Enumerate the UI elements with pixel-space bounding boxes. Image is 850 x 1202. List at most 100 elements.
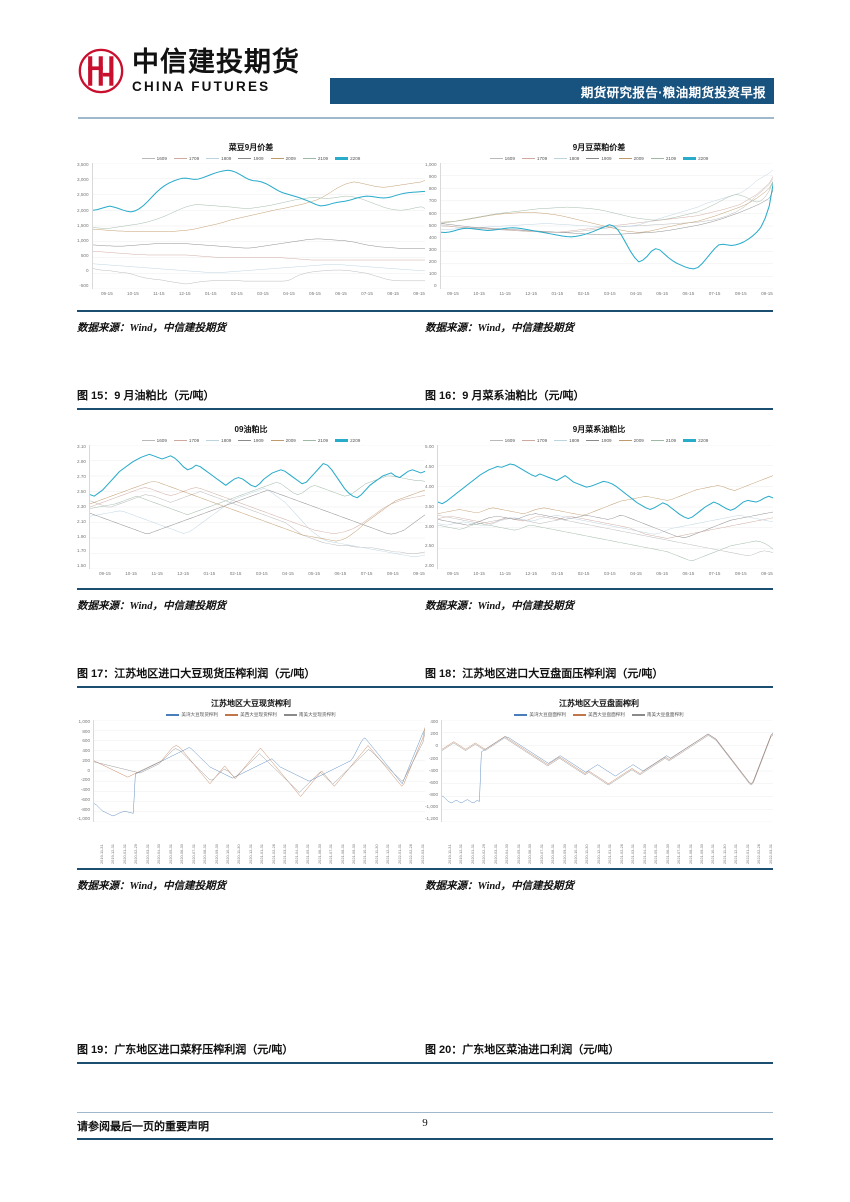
legend-item: 2109 xyxy=(650,156,677,161)
y-axis-tick: 3,500 xyxy=(77,162,89,167)
y-axis-tick: -800 xyxy=(80,806,91,812)
y-axis-tick: 1,000 xyxy=(77,237,89,243)
legend-item: 2009 xyxy=(618,156,644,161)
y-axis-tick: -200 xyxy=(80,777,91,783)
legend-label: 1909 xyxy=(253,156,264,161)
x-axis-tick: 07-15 xyxy=(361,291,373,296)
legend-label: 2109 xyxy=(665,156,677,161)
chart-legend: 1609 1709 1809 1909 2009 2109 2209 xyxy=(425,156,773,161)
x-axis-tick: 2020-02-29 xyxy=(481,844,487,864)
legend-label: 美西大豆盘面榨利 xyxy=(588,712,625,717)
x-axis-tick: 2020-12-31 xyxy=(247,844,253,864)
x-axis-tick: 2020-04-30 xyxy=(504,844,510,864)
y-axis-tick: 1.90 xyxy=(77,533,86,539)
x-axis-tick: 06-15 xyxy=(335,291,347,296)
x-axis-tick: 02-15 xyxy=(577,571,590,576)
x-axis-tick: 09-15 xyxy=(447,291,459,296)
x-axis-tick: 12-15 xyxy=(178,291,191,296)
caption-row-19-20: 图 19：广东地区进口菜籽压榨利润（元/吨） 图 20：广东地区菜油进口利润（元… xyxy=(77,1035,773,1062)
x-axis-tick: 12-15 xyxy=(177,571,190,576)
x-axis-tick: 01-15 xyxy=(551,571,564,576)
y-axis-tick: 200 xyxy=(430,731,439,737)
x-axis-tick: 2019-12-31 xyxy=(458,844,464,864)
x-axis-tick: 2021-11-30 xyxy=(373,844,379,864)
x-axis-tick: 2020-12-31 xyxy=(595,844,601,864)
chart-row-1: 菜豆9月价差 1609 1709 1809 1909 2009 2109 220… xyxy=(77,142,773,296)
y-axis-tick: 500 xyxy=(80,253,89,259)
x-axis-tick: 2020-05-31 xyxy=(515,844,521,864)
y-axis-tick: 2.70 xyxy=(77,473,86,479)
legend-item: 1909 xyxy=(238,438,264,443)
y-axis-tick: 2.90 xyxy=(77,458,86,464)
x-axis-tick: 07-15 xyxy=(708,291,721,296)
x-axis-tick: 12-15 xyxy=(525,571,538,576)
legend-item: 1909 xyxy=(586,156,612,161)
source-note: 数据来源：Wind，中信建投期货 xyxy=(77,601,226,612)
legend-label: 美湾大豆盘面榨利 xyxy=(529,712,567,717)
legend-item: 1809 xyxy=(554,156,579,161)
x-axis-tick: 07-15 xyxy=(708,571,721,576)
x-axis-tick: 02-15 xyxy=(230,291,243,296)
y-axis-tick: 2.50 xyxy=(77,488,86,494)
chart-9yue-doucaipo-jiacha: 9月豆菜粕价差 1609 1709 1809 1909 2009 2109 22… xyxy=(425,142,773,296)
source-row-2: 数据来源：Wind，中信建投期货 数据来源：Wind，中信建投期货 xyxy=(77,590,773,621)
legend-label: 1809 xyxy=(221,438,232,443)
x-axis-tick: 2020-05-31 xyxy=(167,844,173,864)
chart-cell-xianhuo-zhali: 江苏地区大豆现货榨利 美湾大豆现货榨利 美西大豆现货榨利 南美大豆现货榨利 1,… xyxy=(77,698,425,864)
x-axis-tick: 2022-01-31 xyxy=(744,844,750,864)
header-divider xyxy=(78,117,774,119)
section-divider xyxy=(77,868,773,870)
legend-item: 2109 xyxy=(302,156,328,161)
y-axis-tick: 500 xyxy=(428,222,437,228)
y-axis-tick: -200 xyxy=(428,755,439,761)
x-axis-tick: 01-15 xyxy=(204,291,217,296)
x-axis-tick: 2021-03-31 xyxy=(282,844,288,864)
legend-label: 2009 xyxy=(285,438,296,443)
y-axis-tick: 1,000 xyxy=(425,162,437,167)
y-axis-tick: 2,000 xyxy=(77,207,89,213)
x-axis-tick: 08-15 xyxy=(734,291,747,296)
y-axis-tick: -800 xyxy=(428,792,439,798)
x-axis: 09-15 10-15 11-15 12-15 01-15 02-15 03-15 04-15… xyxy=(77,569,425,576)
x-axis-tick: 2021-07-31 xyxy=(676,844,682,864)
x-axis-tick: 2021-12-31 xyxy=(385,844,391,864)
figure-caption-20: 图 20：广东地区菜油进口利润（元/吨） xyxy=(425,1044,620,1056)
y-axis-tick: 4.50 xyxy=(425,463,434,469)
x-axis-tick: 2020-07-31 xyxy=(190,844,196,864)
legend-label: 1709 xyxy=(536,156,548,161)
x-axis-tick: 2022-03-31 xyxy=(419,844,425,864)
y-axis: 400 200 0 -200 -400 -600 -800 -1,000 -1,200 xyxy=(425,719,441,822)
legend-item: 美湾大豆现货榨利 xyxy=(166,712,218,718)
x-axis-tick: 2021-01-31 xyxy=(259,844,265,864)
plot-area xyxy=(88,445,425,569)
y-axis-tick: 900 xyxy=(428,174,437,180)
plot-area xyxy=(93,720,425,822)
legend-label: 2209 xyxy=(350,156,361,161)
y-axis: 1,000 900 800 700 600 500 400 300 200 100 0 xyxy=(425,162,440,289)
legend-item: 1709 xyxy=(173,438,200,443)
chart-cell-panmian-zhali: 江苏地区大豆盘面榨利 美湾大豆盘面榨利 美西大豆盘面榨利 南美大豆盘面榨利 40… xyxy=(425,698,773,864)
legend-item: 美西大豆现货榨利 xyxy=(225,712,277,718)
company-logo: 中信建投期货 CHINA FUTURES xyxy=(78,48,300,94)
y-axis-tick: -1,200 xyxy=(425,816,439,822)
legend-item: 南美大豆盘面榨利 xyxy=(631,712,684,718)
legend-item: 2109 xyxy=(650,438,676,443)
y-axis-tick: 3,000 xyxy=(77,177,89,183)
x-axis-tick: 08-15 xyxy=(387,291,399,296)
chart-title: 江苏地区大豆现货榨利 xyxy=(211,699,291,708)
x-axis-tick: 2021-02-28 xyxy=(618,844,624,864)
legend-label: 2109 xyxy=(317,438,329,443)
x-axis-tick: 02-15 xyxy=(577,291,590,296)
legend-label: 1609 xyxy=(156,156,167,161)
x-axis: 09-15 10-15 11-15 12-15 01-15 02-15 03-15 04-15… xyxy=(77,289,425,296)
chart-legend: 1609 1709 1809 1909 2009 2109 2209 xyxy=(77,438,425,443)
x-axis-tick: 10-15 xyxy=(127,291,139,296)
legend-label: 1709 xyxy=(188,438,200,443)
source-note: 数据来源：Wind，中信建投期货 xyxy=(425,881,574,892)
legend-item: 1609 xyxy=(141,156,167,161)
plot-area xyxy=(441,720,773,822)
x-axis-tick: 09-15 xyxy=(99,571,111,576)
y-axis-tick: 600 xyxy=(82,738,91,744)
y-axis-tick: 4.00 xyxy=(425,483,434,489)
